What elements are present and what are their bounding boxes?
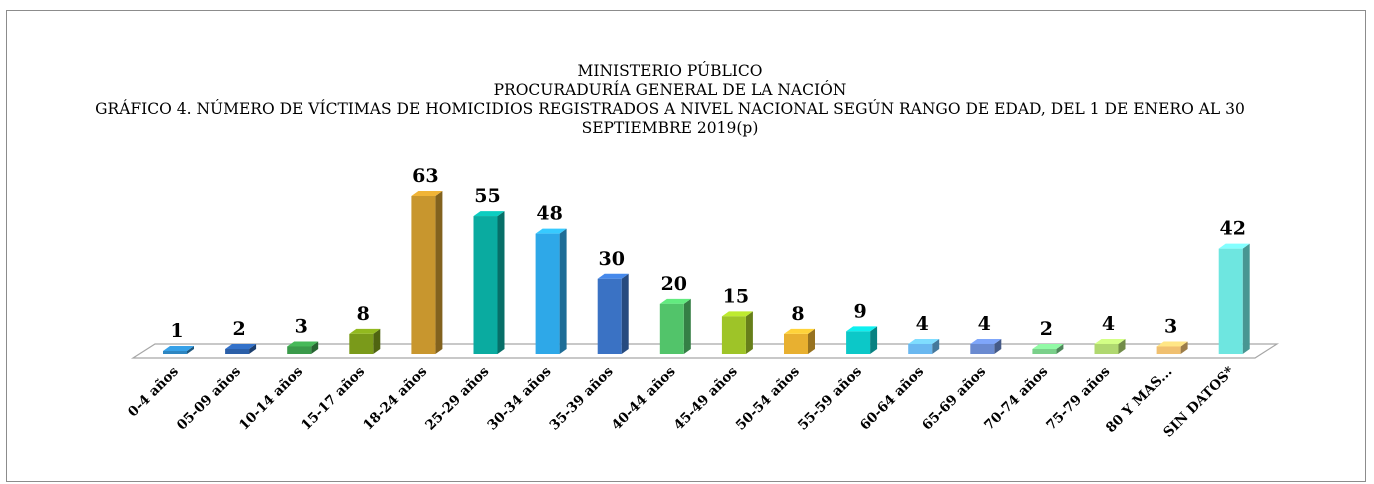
bar: [225, 348, 250, 354]
bar: [597, 278, 622, 354]
bar-side: [497, 211, 505, 354]
bar: [1218, 248, 1243, 354]
bar-side: [1056, 343, 1064, 354]
bar-top: [659, 298, 691, 304]
bar-side: [994, 338, 1002, 354]
bar-top: [1094, 338, 1126, 344]
chart-frame: [6, 10, 1366, 482]
value-label: 3: [1164, 315, 1177, 337]
bar-top: [597, 273, 629, 279]
value-label: 55: [474, 185, 500, 207]
value-label: 15: [723, 285, 749, 307]
bar-side: [373, 328, 381, 354]
bar-top: [535, 228, 567, 234]
bar-top: [163, 346, 194, 351]
bar: [721, 316, 746, 354]
chart-title: MINISTERIO PÚBLICO PROCURADURÍA GENERAL …: [80, 62, 1260, 138]
bar-side: [1118, 338, 1126, 354]
value-label: 48: [536, 203, 562, 225]
bar-top: [411, 191, 443, 196]
bar-side: [249, 343, 257, 354]
bar: [287, 346, 312, 354]
bar-side: [311, 341, 319, 354]
category-label: 60-64 años: [857, 363, 927, 433]
bar: [349, 333, 374, 354]
value-label: 1: [170, 320, 183, 342]
category-label: 18-24 años: [360, 363, 430, 433]
bar-side: [870, 326, 878, 354]
bar-top: [908, 338, 940, 344]
bar: [1094, 343, 1119, 354]
category-label: 15-17 años: [298, 363, 368, 433]
category-label: 05-09 años: [174, 363, 244, 433]
bar-top: [970, 338, 1002, 344]
value-label: 8: [791, 303, 804, 325]
title-line: MINISTERIO PÚBLICO: [577, 62, 763, 80]
category-label: 10-14 años: [236, 363, 306, 433]
category-label: 0-4 años: [125, 363, 182, 420]
value-label: 20: [661, 273, 687, 295]
value-label: 3: [295, 315, 308, 337]
value-label: 4: [978, 313, 991, 335]
bar-side: [1242, 243, 1250, 354]
bar-side: [621, 273, 629, 354]
bar-top: [1032, 343, 1064, 349]
bar: [1156, 346, 1181, 354]
bar-side: [1180, 341, 1188, 354]
bar-top: [784, 328, 815, 334]
bar-top: [287, 341, 319, 347]
bar: [784, 333, 808, 354]
bar-side: [187, 346, 194, 354]
bar: [1032, 348, 1057, 354]
category-label: 65-69 años: [919, 363, 989, 433]
value-label: 4: [916, 313, 929, 335]
category-label: 30-34 años: [484, 363, 554, 433]
category-label: 40-44 años: [609, 363, 679, 433]
value-label: 30: [598, 248, 624, 270]
bar-side: [808, 328, 815, 354]
bar-top: [473, 211, 505, 217]
bar-side: [745, 311, 753, 354]
bar: [535, 233, 560, 354]
bar: [970, 343, 995, 354]
title-line: GRÁFICO 4. NÚMERO DE VÍCTIMAS DE HOMICID…: [95, 100, 1245, 137]
category-label: 25-29 años: [422, 363, 492, 433]
bar: [163, 351, 187, 354]
bar: [846, 331, 871, 354]
bar: [908, 343, 933, 354]
title-line: PROCURADURÍA GENERAL DE LA NACIÓN: [493, 81, 847, 99]
category-label: 70-74 años: [981, 363, 1051, 433]
value-label: 8: [357, 303, 370, 325]
bar-top: [846, 326, 878, 332]
bar-side: [559, 228, 567, 354]
bar-top: [225, 343, 257, 349]
value-label: 2: [1040, 318, 1053, 340]
value-label: 63: [412, 165, 438, 187]
bar: [473, 216, 498, 354]
bar-top: [349, 328, 381, 334]
bar-top: [721, 311, 753, 317]
bar: [411, 196, 436, 354]
category-label: 55-59 años: [795, 363, 865, 433]
category-label: 45-49 años: [671, 363, 741, 433]
category-label: 75-79 años: [1043, 363, 1113, 433]
bar-side: [435, 191, 443, 354]
bar-side: [932, 338, 940, 354]
bar: [659, 303, 684, 354]
value-label: 9: [853, 300, 866, 322]
value-label: 2: [232, 318, 245, 340]
bar-top: [1218, 243, 1250, 249]
value-label: 42: [1219, 218, 1245, 240]
bar-top: [1156, 341, 1188, 347]
bar-side: [683, 298, 691, 354]
value-label: 4: [1102, 313, 1115, 335]
category-label: 50-54 años: [733, 363, 803, 433]
category-label: 35-39 años: [546, 363, 616, 433]
